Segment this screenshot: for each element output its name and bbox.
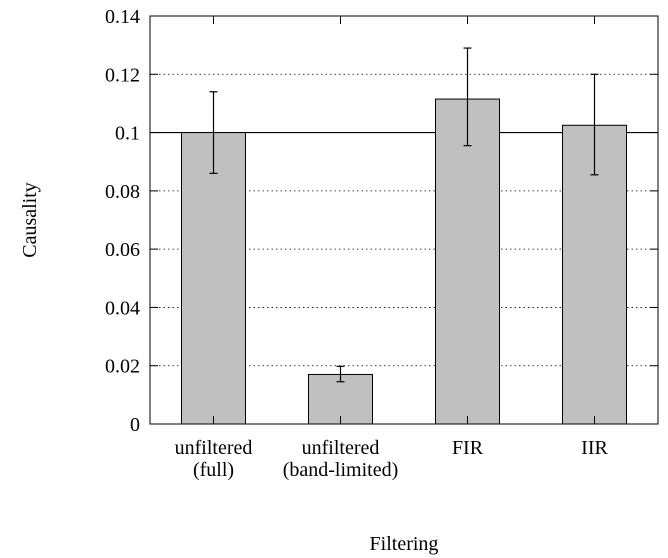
y-tick-label: 0 bbox=[130, 414, 140, 436]
y-tick-label: 0.12 bbox=[105, 64, 140, 86]
bar bbox=[181, 132, 246, 425]
y-tick-label: 0.02 bbox=[105, 356, 140, 378]
x-tick-label: IIR bbox=[581, 437, 608, 459]
error-bars bbox=[209, 47, 599, 383]
x-tick-label: unfiltered (full) bbox=[175, 437, 253, 481]
y-tick-label: 0.06 bbox=[105, 239, 140, 261]
bar bbox=[435, 98, 500, 425]
plot-frame bbox=[149, 15, 659, 425]
bar bbox=[308, 373, 373, 425]
y-tick-label: 0.04 bbox=[105, 297, 140, 319]
x-axis-title: Filtering bbox=[370, 533, 439, 555]
x-tick-label: FIR bbox=[452, 437, 484, 459]
x-tick-label: unfiltered (band-limited) bbox=[283, 437, 399, 481]
bars bbox=[181, 98, 627, 425]
y-axis-title: Causality bbox=[19, 182, 41, 258]
y-tick-label: 0.14 bbox=[105, 6, 140, 28]
y-tick-label: 0.08 bbox=[105, 181, 140, 203]
y-axis-ticks: 0 0.02 0.04 0.06 0.08 0.1 0.12 0.14 bbox=[105, 6, 658, 436]
x-axis-ticks: unfiltered (full) unfiltered (band-limited)… bbox=[175, 16, 608, 481]
y-tick-label: 0.1 bbox=[115, 123, 140, 145]
